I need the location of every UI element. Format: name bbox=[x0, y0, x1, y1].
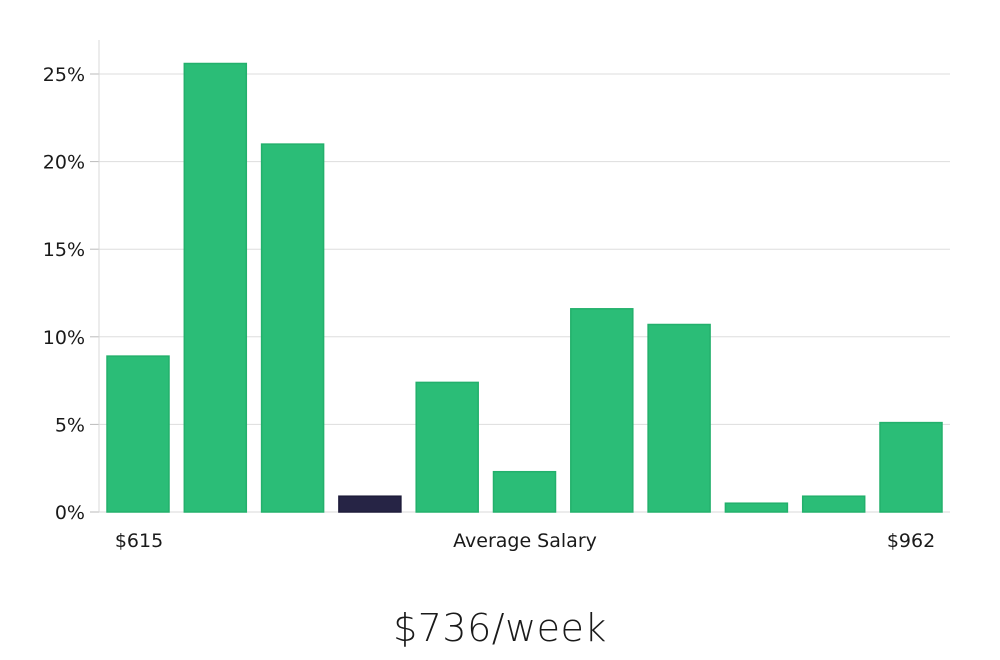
bars bbox=[106, 62, 943, 513]
bar bbox=[724, 502, 789, 513]
bar bbox=[801, 495, 866, 513]
bar bbox=[415, 381, 479, 513]
bar bbox=[570, 308, 634, 513]
y-tick-label: 10% bbox=[43, 327, 85, 349]
x-axis-label: Average Salary bbox=[453, 530, 597, 552]
bar bbox=[647, 323, 711, 513]
average-salary-headline: $736/week bbox=[393, 606, 607, 650]
x-min-label: $615 bbox=[115, 530, 163, 552]
y-tick-label: 5% bbox=[55, 414, 85, 436]
bar bbox=[106, 355, 170, 513]
y-tick-label: 20% bbox=[43, 152, 85, 174]
y-tick-label: 15% bbox=[43, 239, 85, 261]
salary-histogram-chart: 0% 5% 10% 15% 20% 25% $615 Average Salary $96… bbox=[43, 40, 950, 552]
bar-highlighted bbox=[338, 495, 402, 513]
x-max-label: $962 bbox=[887, 530, 935, 552]
bar bbox=[492, 470, 557, 513]
bar bbox=[183, 62, 248, 513]
bar bbox=[260, 143, 325, 513]
bar bbox=[879, 421, 943, 513]
y-tick-label: 25% bbox=[43, 64, 85, 86]
y-tick-label: 0% bbox=[55, 502, 85, 524]
y-axis-ticks: 0% 5% 10% 15% 20% 25% bbox=[43, 64, 99, 524]
